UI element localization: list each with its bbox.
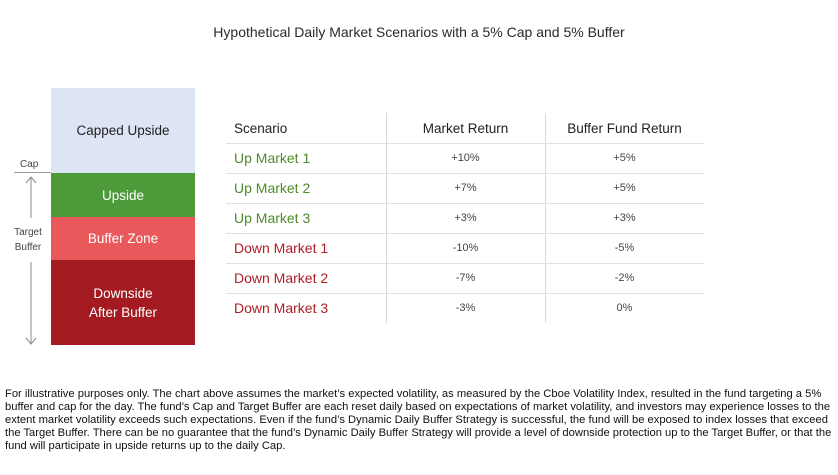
segment-label: Buffer Zone <box>87 231 159 246</box>
segment-upside: Upside <box>51 173 195 217</box>
header-buffer-fund-return: Buffer Fund Return <box>567 120 682 136</box>
table-row: Up Market 1 +10% +5% <box>226 143 704 174</box>
chart-title: Hypothetical Daily Market Scenarios with… <box>213 24 625 40</box>
scenario-cell: Down Market 1 <box>234 240 329 256</box>
target-buffer-label-line1: Target <box>14 227 42 238</box>
market-return-cell: -3% <box>455 302 476 314</box>
fund-return-cell: -2% <box>614 272 635 284</box>
segment-label-line2: After Buffer <box>88 304 158 320</box>
table-row: Up Market 3 +3% +3% <box>226 203 704 234</box>
column-divider <box>545 113 546 323</box>
segment-label: Upside <box>101 187 145 203</box>
footnote: For illustrative purposes only. The char… <box>5 388 832 452</box>
scenario-cell: Up Market 1 <box>234 150 311 166</box>
market-return-cell: +3% <box>454 212 477 224</box>
cap-label: Cap <box>20 159 39 170</box>
fund-return-cell: 0% <box>616 302 633 314</box>
scenario-cell: Up Market 3 <box>234 210 311 226</box>
table-row: Up Market 2 +7% +5% <box>226 173 704 204</box>
cap-line <box>14 172 51 173</box>
segment-buffer-zone: Buffer Zone <box>51 217 195 260</box>
column-divider <box>386 113 387 323</box>
scenario-cell: Down Market 3 <box>234 300 329 316</box>
fund-return-cell: -5% <box>614 242 635 254</box>
segment-downside-after-buffer: Downside After Buffer <box>51 260 195 345</box>
market-return-cell: -10% <box>452 242 479 254</box>
segment-capped-upside: Capped Upside <box>51 88 195 173</box>
segment-label-line1: Downside <box>93 285 153 301</box>
table-row: Down Market 2 -7% -2% <box>226 263 704 294</box>
target-buffer-label-line2: Buffer <box>14 242 42 253</box>
segment-label: Capped Upside <box>76 123 170 138</box>
segment-label: Downside After Buffer <box>89 284 157 322</box>
scenario-stack: Capped Upside Upside Buffer Zone Downsid… <box>51 88 195 345</box>
header-market-return: Market Return <box>422 120 509 136</box>
market-return-cell: +10% <box>451 152 480 164</box>
table-row: Down Market 1 -10% -5% <box>226 233 704 264</box>
table-row: Down Market 3 -3% 0% <box>226 293 704 323</box>
fund-return-cell: +5% <box>613 182 636 194</box>
scenario-cell: Up Market 2 <box>234 180 311 196</box>
market-return-cell: -7% <box>455 272 476 284</box>
target-buffer-label: Target Buffer <box>8 225 48 255</box>
fund-return-cell: +3% <box>613 212 636 224</box>
fund-return-cell: +5% <box>613 152 636 164</box>
market-return-cell: +7% <box>454 182 477 194</box>
range-arrows <box>25 176 37 345</box>
scenario-cell: Down Market 2 <box>234 270 329 286</box>
header-scenario: Scenario <box>234 120 288 136</box>
down-arrow-head <box>25 337 37 345</box>
table-header-row: Scenario Market Return Buffer Fund Retur… <box>226 113 704 144</box>
up-arrow-head <box>25 176 37 184</box>
